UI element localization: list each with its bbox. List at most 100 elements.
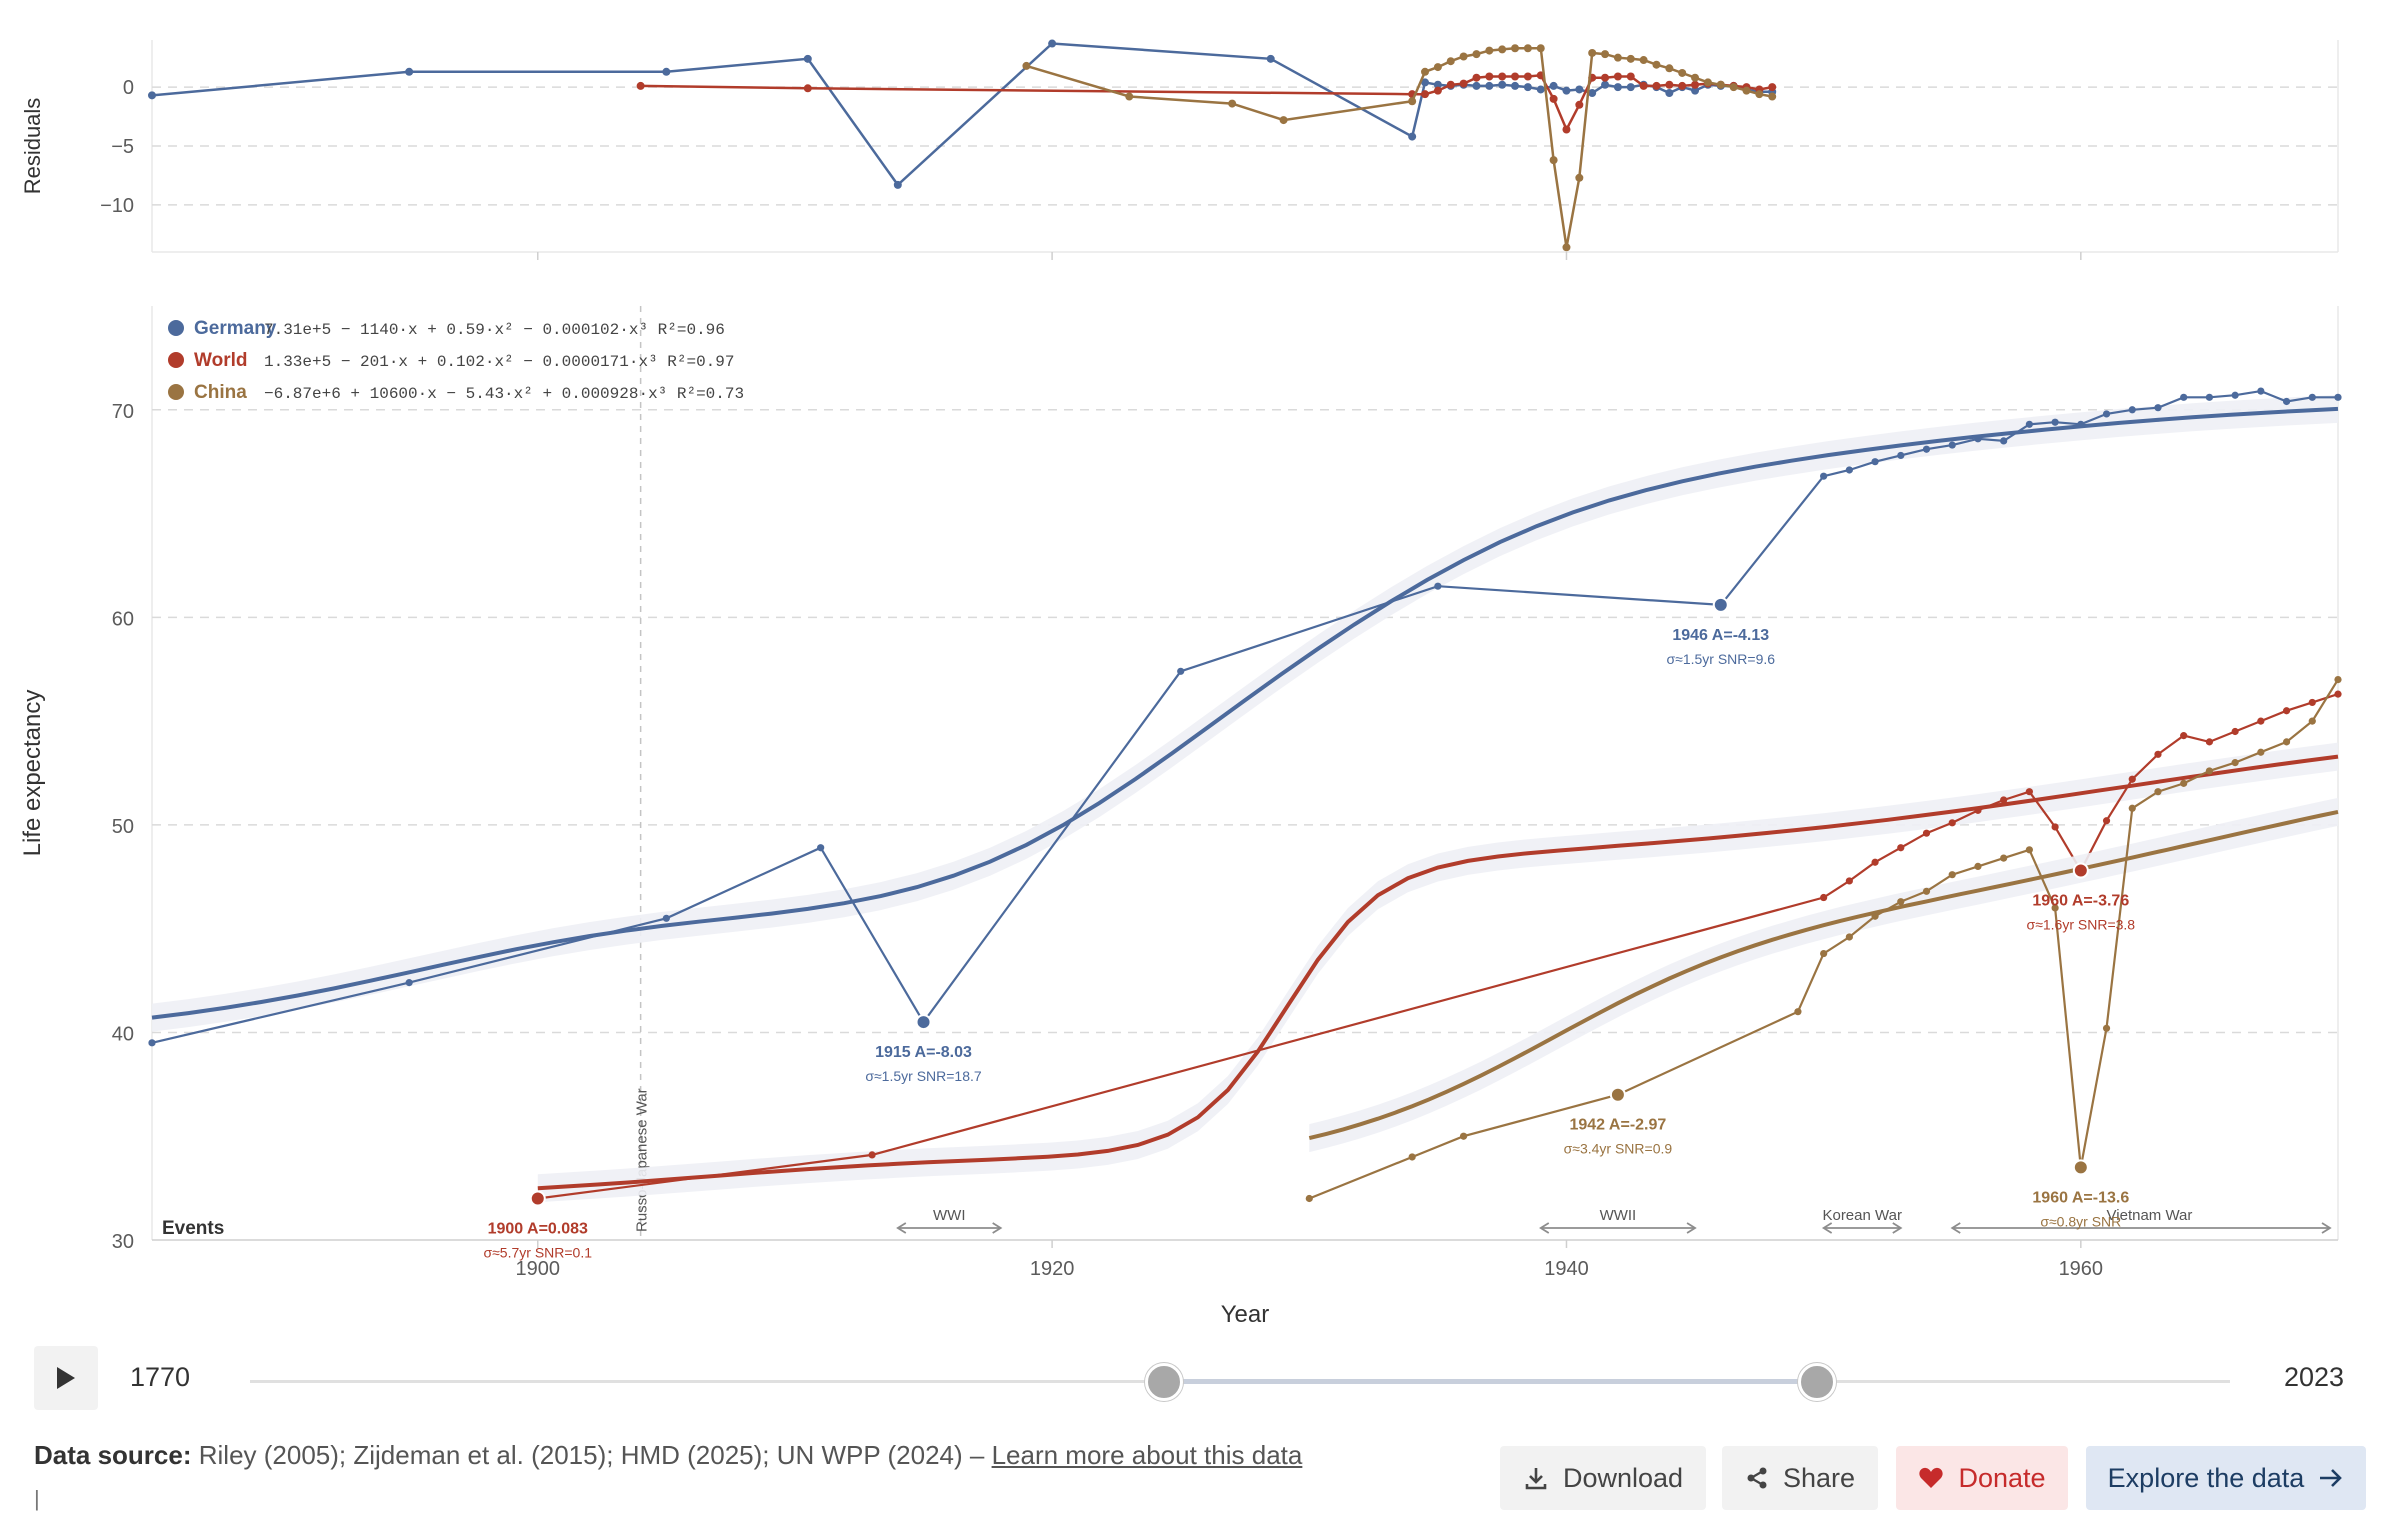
event-arrow-right xyxy=(1686,1222,1697,1234)
data-point-world xyxy=(2154,750,2162,758)
anomaly-detail: σ≈5.7yr SNR=0.1 xyxy=(483,1244,592,1260)
download-icon xyxy=(1525,1468,1547,1490)
timeline-start-year: 1770 xyxy=(130,1362,191,1392)
share-button[interactable]: Share xyxy=(1722,1446,1878,1510)
data-point-germany xyxy=(2257,387,2265,395)
residual-point-world xyxy=(1639,81,1648,90)
share-label: Share xyxy=(1782,1462,1856,1493)
data-point-germany xyxy=(2000,437,2008,445)
residual-point-germany xyxy=(893,180,902,189)
anomaly-detail: σ≈0.8yr SNR xyxy=(2040,1213,2121,1229)
data-point-china xyxy=(1871,912,1879,920)
residual-point-china xyxy=(1408,97,1417,106)
residual-point-world xyxy=(636,81,645,90)
residual-point-china xyxy=(1485,46,1494,55)
residual-point-china xyxy=(1742,86,1751,95)
heart-icon xyxy=(1919,1467,1944,1488)
anomaly-detail: σ≈1.6yr SNR=3.8 xyxy=(2027,917,2136,933)
data-point-germany xyxy=(1845,466,1853,474)
residual-point-china xyxy=(1562,243,1571,252)
data-point-world xyxy=(1974,806,1982,814)
legend-swatch-world xyxy=(168,352,184,368)
download-label: Download xyxy=(1562,1462,1684,1493)
residual-point-germany xyxy=(148,91,156,100)
data-point-china xyxy=(2308,717,2316,725)
share-icon xyxy=(1747,1467,1767,1489)
residual-point-germany xyxy=(1498,80,1507,89)
event-arrow-left xyxy=(1950,1222,1961,1234)
data-point-germany xyxy=(2102,410,2111,418)
event-label: WWII xyxy=(1600,1207,1637,1224)
anomaly-title: 1960 A=-13.6 xyxy=(2032,1189,2129,1206)
residual-point-china xyxy=(1022,61,1031,70)
data-point-germany xyxy=(2205,393,2214,401)
data-source-label: Data source: xyxy=(34,1440,192,1470)
donate-button[interactable]: Donate xyxy=(1896,1446,2068,1510)
residual-point-china xyxy=(1716,80,1725,89)
y-tick-label: 50 xyxy=(112,816,134,838)
anomaly-marker xyxy=(2072,862,2089,879)
residual-point-china xyxy=(1536,44,1545,53)
learn-more-link[interactable]: Learn more about this data xyxy=(991,1440,1303,1470)
legend-formula: 1.33e+5 − 201·x + 0.102·x² − 0.0000171·x… xyxy=(264,353,734,371)
residual-point-germany xyxy=(1523,83,1532,92)
residual-point-china xyxy=(1703,78,1712,87)
trend-line-china xyxy=(1308,809,2339,1141)
residual-point-china xyxy=(1639,56,1648,65)
anomaly-title: 1942 A=-2.97 xyxy=(1569,1117,1666,1134)
residual-point-world xyxy=(1678,81,1687,90)
x-tick-label: 1900 xyxy=(516,1258,561,1280)
data-point-germany xyxy=(1434,582,1442,590)
data-point-germany xyxy=(2128,406,2136,414)
data-point-world xyxy=(2102,817,2111,825)
legend-name: World xyxy=(194,350,247,371)
residual-point-china xyxy=(1575,173,1584,182)
residual-point-germany xyxy=(1511,81,1520,90)
residual-point-germany xyxy=(662,67,671,76)
residual-point-germany xyxy=(803,54,812,63)
x-tick-label: 1940 xyxy=(1544,1258,1589,1280)
data-line-world xyxy=(537,693,2339,1200)
residual-point-china xyxy=(1691,73,1700,82)
residual-point-world xyxy=(1691,80,1700,89)
data-point-china xyxy=(1845,933,1853,941)
residual-point-germany xyxy=(1048,39,1057,48)
trend-band-world xyxy=(537,742,2338,1203)
data-point-germany xyxy=(405,979,413,987)
event-russo-japanese-war: Russo-Japanese War xyxy=(634,306,651,1240)
play-button[interactable] xyxy=(34,1346,98,1410)
residual-point-germany xyxy=(1485,81,1494,90)
data-point-world xyxy=(2025,788,2033,796)
download-button[interactable]: Download xyxy=(1500,1446,1706,1510)
residual-point-china xyxy=(1755,90,1764,99)
residual-point-world xyxy=(1459,79,1468,88)
residual-point-china xyxy=(1433,63,1442,72)
residual-point-china xyxy=(1421,67,1430,76)
explore-data-button[interactable]: Explore the data xyxy=(2086,1446,2366,1510)
x-tick-label: 1960 xyxy=(2059,1258,2104,1280)
residual-point-germany xyxy=(1421,78,1430,87)
timeline-start-handle[interactable] xyxy=(1144,1363,1183,1401)
timeline-end-handle[interactable] xyxy=(1798,1363,1837,1401)
event-arrow-right xyxy=(992,1222,1003,1234)
play-icon xyxy=(57,1367,75,1389)
data-point-world xyxy=(2334,690,2342,698)
residual-point-germany xyxy=(1433,80,1442,89)
legend-formula: −6.87e+6 + 10600·x − 5.43·x² + 0.000928·… xyxy=(264,385,744,403)
residual-point-china xyxy=(1228,99,1237,108)
residual-point-germany xyxy=(1691,86,1700,95)
legend-name: Germany xyxy=(194,318,277,339)
residual-line-china xyxy=(1026,46,1773,248)
anomaly-1942-a-2-97: 1942 A=-2.97 σ≈3.4yr SNR=0.9 xyxy=(1564,1086,1672,1157)
y-tick-label: 30 xyxy=(112,1231,134,1253)
y-tick-label: 40 xyxy=(112,1023,134,1045)
residual-point-world xyxy=(1498,72,1507,81)
residual-line-germany xyxy=(151,42,1773,187)
data-point-china xyxy=(1974,862,1982,871)
residual-point-world xyxy=(1472,73,1481,82)
anomaly-title: 1915 A=-8.03 xyxy=(875,1044,972,1061)
data-point-germany xyxy=(2231,391,2239,399)
anomaly-title: 1900 A=0.083 xyxy=(488,1220,588,1237)
legend-name: China xyxy=(194,382,247,403)
data-point-china xyxy=(1897,898,1905,906)
